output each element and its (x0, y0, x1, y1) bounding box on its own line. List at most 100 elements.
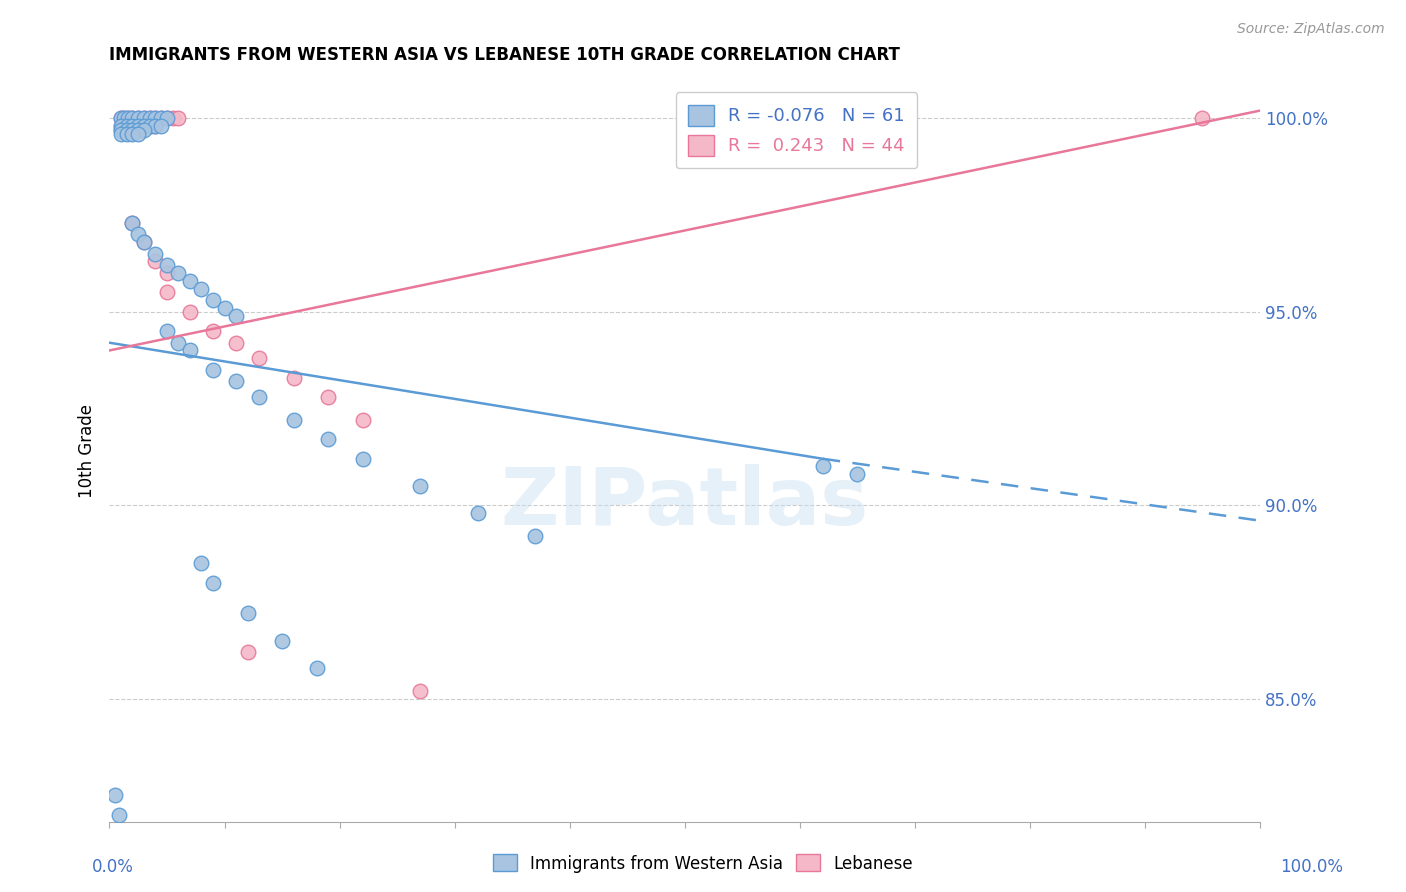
Y-axis label: 10th Grade: 10th Grade (79, 404, 96, 498)
Point (121, 119, 143, 133)
Point (283, 370, 305, 384)
Point (121, 119, 143, 133)
Point (150, 112, 173, 126)
Point (127, 112, 149, 126)
Point (201, 293, 224, 308)
Point (316, 433, 339, 447)
Point (132, 112, 155, 126)
Point (117, 112, 139, 126)
Point (1191, 112, 1213, 126)
Point (352, 413, 374, 427)
Point (115, 119, 138, 133)
Point (156, 112, 179, 126)
Point (117, 112, 139, 126)
Legend: R = -0.076   N = 61, R =  0.243   N = 44: R = -0.076 N = 61, R = 0.243 N = 44 (676, 93, 917, 169)
Point (236, 645, 259, 659)
Point (121, 216, 143, 230)
Point (225, 309, 247, 323)
Point (121, 216, 143, 230)
Point (162, 112, 184, 126)
Point (127, 123, 149, 137)
Point (115, 123, 138, 137)
Point (132, 112, 155, 126)
Point (150, 119, 173, 133)
Point (115, 123, 138, 137)
Point (150, 112, 173, 126)
Point (409, 684, 432, 698)
Point (236, 607, 259, 621)
Text: IMMIGRANTS FROM WESTERN ASIA VS LEBANESE 10TH GRADE CORRELATION CHART: IMMIGRANTS FROM WESTERN ASIA VS LEBANESE… (110, 46, 900, 64)
Point (127, 112, 149, 126)
Point (121, 112, 143, 126)
Point (201, 363, 224, 377)
Point (138, 112, 160, 126)
Point (524, 529, 547, 543)
Point (115, 119, 138, 133)
Point (110, 123, 132, 137)
Point (247, 390, 270, 404)
Point (132, 235, 155, 249)
Point (145, 246, 167, 260)
Point (104, 789, 127, 803)
Point (179, 305, 201, 319)
Point (225, 335, 247, 350)
Point (316, 390, 339, 404)
Point (214, 301, 236, 315)
Point (145, 119, 167, 133)
Point (132, 123, 155, 137)
Point (271, 633, 294, 648)
Point (811, 459, 834, 474)
Point (190, 556, 212, 570)
Point (110, 112, 132, 126)
Point (145, 112, 167, 126)
Point (138, 119, 160, 133)
Point (225, 375, 247, 389)
Point (145, 254, 167, 268)
Point (110, 119, 132, 133)
Point (846, 467, 869, 482)
Point (179, 274, 201, 288)
Point (145, 119, 167, 133)
Point (283, 413, 305, 427)
Point (409, 479, 432, 493)
Point (305, 660, 328, 674)
Point (121, 123, 143, 137)
Text: 0.0%: 0.0% (91, 858, 134, 876)
Point (167, 335, 190, 350)
Point (107, 807, 129, 822)
Point (145, 112, 167, 126)
Point (127, 227, 149, 242)
Text: ZIPatlas: ZIPatlas (501, 464, 869, 542)
Point (167, 112, 190, 126)
Point (179, 343, 201, 358)
Point (156, 112, 179, 126)
Point (121, 112, 143, 126)
Point (467, 506, 489, 520)
Point (247, 351, 270, 366)
Point (110, 123, 132, 137)
Point (127, 127, 149, 141)
Point (138, 112, 160, 126)
Legend: Immigrants from Western Asia, Lebanese: Immigrants from Western Asia, Lebanese (486, 847, 920, 880)
Point (132, 235, 155, 249)
Point (110, 127, 132, 141)
Point (156, 324, 179, 338)
Point (110, 119, 132, 133)
Point (127, 119, 149, 133)
Point (121, 127, 143, 141)
Point (132, 119, 155, 133)
Point (201, 324, 224, 338)
Point (132, 119, 155, 133)
Point (156, 258, 179, 272)
Point (112, 112, 135, 126)
Point (127, 119, 149, 133)
Point (110, 112, 132, 126)
Text: 100.0%: 100.0% (1279, 858, 1343, 876)
Point (352, 451, 374, 466)
Point (115, 127, 138, 141)
Point (201, 575, 224, 590)
Text: Source: ZipAtlas.com: Source: ZipAtlas.com (1237, 22, 1385, 37)
Point (190, 281, 212, 295)
Point (121, 123, 143, 137)
Point (167, 266, 190, 280)
